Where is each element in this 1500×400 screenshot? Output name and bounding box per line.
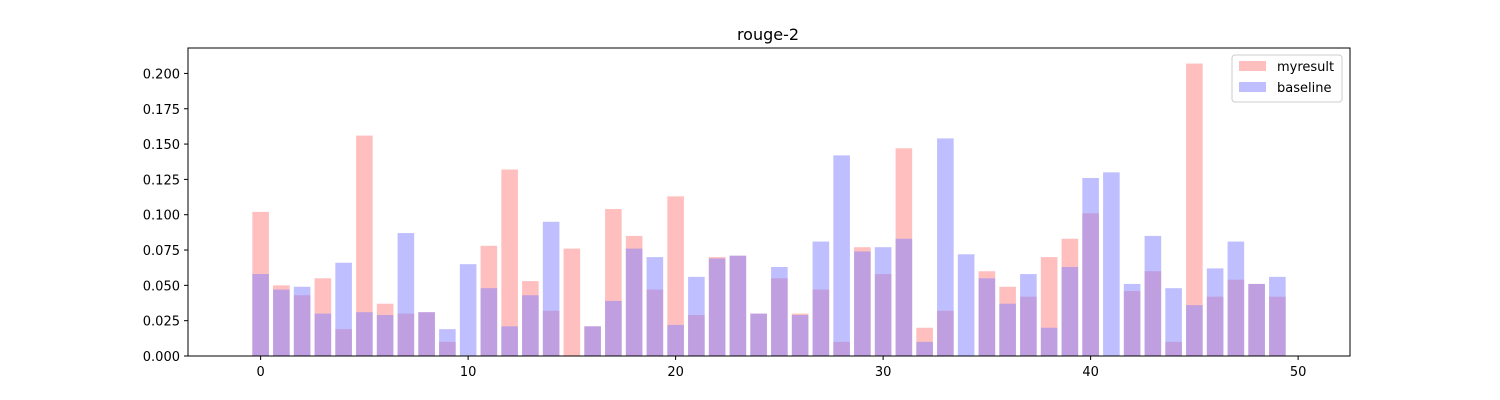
bar-baseline-12 [501,326,518,356]
bar-baseline-31 [895,238,913,356]
bar-baseline-14 [542,221,560,356]
plot-frame [187,47,1351,357]
bar-baseline-37 [1020,274,1037,356]
legend-label-baseline: baseline [1277,81,1331,96]
x-tick-label: 10 [460,365,477,380]
bar-baseline-16 [584,326,601,356]
bar-baseline-48 [1248,283,1265,356]
bar-baseline-26 [791,315,809,356]
y-tick-label: 0.100 [143,209,180,224]
series-baseline-bars [252,138,1286,356]
y-tick-label: 0.175 [143,103,180,118]
y-tick-label: 0.125 [143,173,180,188]
bar-baseline-0 [252,274,269,356]
bar-baseline-5 [356,312,373,356]
y-tick-label: 0.075 [143,244,180,259]
bar-myresult-45 [1186,63,1203,356]
y-axis: 0.000 0.025 0.050 0.075 0.100 0.125 0.150 0.175… [143,67,188,365]
x-tick-label: 20 [667,365,684,380]
x-tick-label: 30 [875,365,892,380]
legend: myresult baseline [1231,54,1343,103]
bar-baseline-21 [688,276,705,356]
y-tick-label: 0.150 [143,138,180,153]
bar-baseline-23 [729,255,747,356]
x-tick-label: 40 [1082,365,1099,380]
bar-baseline-29 [854,251,871,356]
bar-baseline-43 [1144,235,1162,356]
legend-label-myresult: myresult [1277,60,1334,75]
bar-baseline-20 [667,324,684,356]
bar-baseline-22 [708,258,726,356]
bar-baseline-19 [646,257,664,356]
y-tick-label: 0.025 [143,315,180,330]
y-tick-label: 0.000 [143,350,180,365]
chart-title: rouge-2 [737,25,799,44]
bar-baseline-25 [771,266,788,356]
bar-baseline-13 [522,295,539,356]
bar-baseline-41 [1103,172,1120,356]
x-axis: 0 10 20 30 40 50 [256,356,1306,380]
bar-baseline-45 [1186,305,1203,356]
bar-baseline-11 [480,288,498,356]
bar-baseline-33 [937,138,954,356]
bar-baseline-1 [273,289,290,356]
y-tick-label: 0.200 [143,67,180,82]
bar-baseline-30 [874,247,892,356]
bar-myresult-5 [356,135,373,356]
x-tick-label: 50 [1290,365,1307,380]
bar-baseline-28 [833,155,850,356]
bar-baseline-17 [605,300,622,356]
bar-baseline-7 [397,233,415,356]
y-tick-label: 0.050 [143,279,180,294]
bar-baseline-18 [625,248,643,356]
x-tick-label: 0 [256,365,264,380]
bar-baseline-6 [376,315,394,356]
legend-swatch-myresult [1239,61,1266,71]
bar-baseline-36 [999,303,1016,356]
bar-baseline-3 [314,313,332,356]
bar-myresult-15 [563,248,581,356]
bar-baseline-40 [1082,177,1099,356]
bar-baseline-9 [439,329,456,356]
bar-baseline-47 [1227,241,1245,356]
bar-baseline-32 [916,341,933,356]
bar-baseline-42 [1123,283,1141,356]
bar-baseline-38 [1040,327,1058,356]
bar-baseline-2 [293,286,311,356]
legend-swatch-baseline [1239,82,1266,92]
bar-baseline-46 [1206,268,1224,356]
bar-baseline-35 [978,278,996,356]
bar-baseline-49 [1269,276,1286,356]
bar-baseline-27 [812,241,830,356]
bar-baseline-39 [1061,266,1079,356]
bar-myresult-12 [501,169,518,356]
bar-baseline-34 [957,254,975,356]
bar-baseline-8 [418,312,435,356]
bar-baseline-10 [459,264,477,356]
bar-baseline-24 [750,313,767,356]
bar-baseline-4 [335,262,352,356]
bar-myresult-20 [667,196,684,356]
bar-baseline-44 [1165,288,1182,356]
